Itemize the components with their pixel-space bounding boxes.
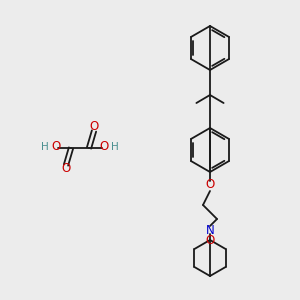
Text: H: H	[111, 142, 119, 152]
Text: O: O	[99, 140, 109, 154]
Text: N: N	[206, 224, 214, 236]
Text: O: O	[61, 163, 70, 176]
Text: O: O	[51, 140, 61, 154]
Text: O: O	[206, 233, 214, 247]
Text: O: O	[89, 121, 99, 134]
Text: H: H	[41, 142, 49, 152]
Text: O: O	[206, 178, 214, 191]
